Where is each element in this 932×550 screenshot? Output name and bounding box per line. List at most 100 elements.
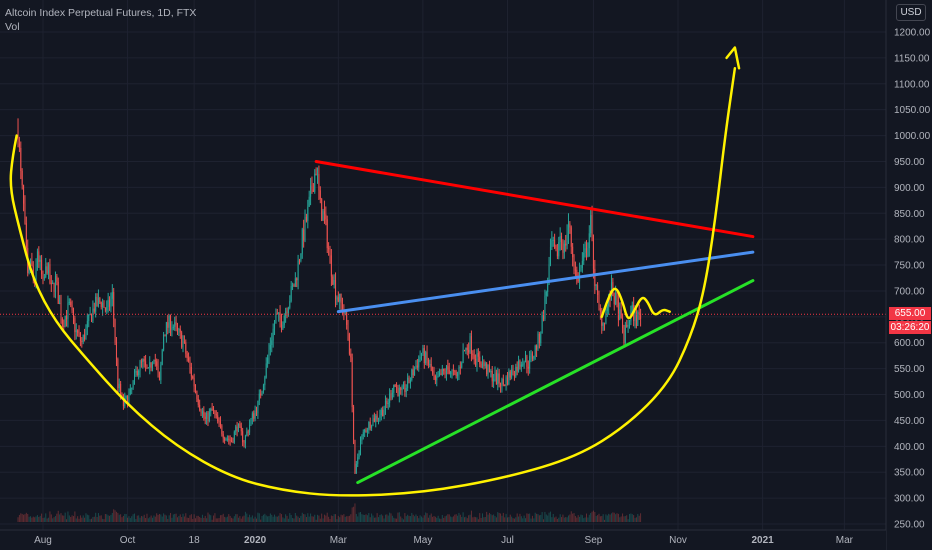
candle-body — [53, 282, 55, 292]
candle-body — [50, 283, 52, 285]
volume-bar — [490, 514, 492, 522]
candle-body — [573, 257, 575, 270]
candle-body — [60, 303, 62, 320]
volume-bar — [362, 514, 364, 522]
candle-body — [522, 364, 524, 366]
currency-badge[interactable]: USD — [896, 4, 926, 21]
volume-bar — [497, 512, 499, 522]
candle-body — [63, 325, 65, 327]
candle-body — [237, 423, 239, 432]
candle-body — [118, 383, 120, 389]
volume-bar — [445, 515, 447, 522]
candle-body — [364, 429, 366, 433]
volume-label[interactable]: Vol — [5, 21, 20, 33]
volume-bar — [185, 513, 187, 522]
candle-body — [174, 322, 176, 327]
volume-bar — [563, 517, 565, 522]
candle-body — [135, 370, 137, 373]
volume-bar — [531, 515, 533, 522]
candle-body — [609, 295, 611, 301]
candle-body — [343, 312, 345, 314]
volume-bar — [548, 512, 550, 522]
volume-bar — [64, 512, 66, 522]
volume-bar — [516, 513, 518, 522]
candle-body — [458, 367, 460, 374]
candle-body — [145, 361, 147, 366]
volume-bar — [371, 513, 373, 522]
candle-body — [616, 292, 618, 301]
price-axis-bg — [886, 0, 932, 550]
volume-bar — [605, 514, 607, 522]
volume-bar — [495, 517, 497, 522]
volume-bar — [613, 512, 615, 522]
volume-bar — [552, 514, 554, 522]
candle-body — [597, 285, 599, 295]
volume-bar — [122, 515, 124, 522]
candle-body — [74, 318, 76, 333]
symbol-title[interactable]: Altcoin Index Perpetual Futures, 1D, FTX — [5, 7, 197, 19]
volume-bar — [620, 516, 622, 522]
volume-bar — [599, 516, 601, 522]
volume-bar — [92, 516, 94, 522]
candle-body — [422, 348, 424, 354]
candle-body — [369, 421, 371, 429]
volume-bar — [570, 511, 572, 522]
candle-body — [601, 311, 603, 326]
volume-bar — [520, 516, 522, 522]
volume-bar — [170, 512, 172, 522]
candle-body — [286, 311, 288, 314]
volume-bar — [530, 518, 532, 522]
volume-bar — [145, 518, 147, 522]
volume-bar — [20, 513, 22, 522]
candle-body — [199, 404, 201, 410]
volume-bar — [41, 513, 43, 522]
y-tick-label: 400.00 — [894, 442, 925, 453]
volume-bar — [182, 513, 184, 522]
candle-body — [61, 319, 63, 326]
candle-body — [88, 314, 90, 321]
volume-bar — [432, 516, 434, 522]
volume-bar — [285, 514, 287, 522]
candle-body — [219, 421, 221, 426]
time-axis[interactable]: Aug Oct 18 2020 Mar May Jul Sep Nov 2021 Mar — [0, 529, 886, 550]
volume-bar — [340, 514, 342, 522]
volume-bar — [580, 514, 582, 522]
volume-bar — [606, 515, 608, 522]
volume-bar — [188, 517, 190, 522]
candle-body — [203, 411, 205, 417]
candle-body — [190, 367, 192, 377]
candle-body — [31, 261, 33, 266]
volume-bar — [77, 516, 79, 522]
volume-bar — [622, 513, 624, 522]
candle-body — [490, 371, 492, 373]
volume-bar — [131, 516, 133, 522]
candle-body — [430, 364, 432, 371]
candle-body — [336, 297, 338, 300]
candle-body — [318, 174, 320, 191]
drawing-layer[interactable] — [9, 46, 755, 497]
y-tick-label: 950.00 — [894, 157, 925, 168]
candle-body — [21, 170, 23, 186]
candle-body — [182, 341, 184, 348]
price-axis[interactable]: 250.00 300.00 350.00 400.00 450.00 500.00 550.… — [885, 0, 932, 550]
volume-bar — [279, 513, 281, 522]
candle-body — [131, 387, 133, 389]
volume-bar — [595, 515, 597, 522]
candle-body — [386, 400, 388, 404]
volume-bar — [365, 514, 367, 522]
candle-body — [445, 366, 447, 375]
volume-bar — [425, 512, 427, 522]
volume-bar — [189, 515, 191, 522]
candle-body — [498, 373, 500, 384]
candle-body — [221, 425, 223, 435]
volume-bar — [264, 513, 266, 522]
volume-bar — [286, 515, 288, 522]
volume-bar — [199, 516, 201, 522]
candle-body — [572, 246, 574, 258]
candle-body — [206, 412, 208, 419]
volume-bar — [436, 517, 438, 522]
candle-body — [416, 365, 418, 368]
candle-body — [70, 301, 72, 306]
candle-body — [538, 333, 540, 344]
